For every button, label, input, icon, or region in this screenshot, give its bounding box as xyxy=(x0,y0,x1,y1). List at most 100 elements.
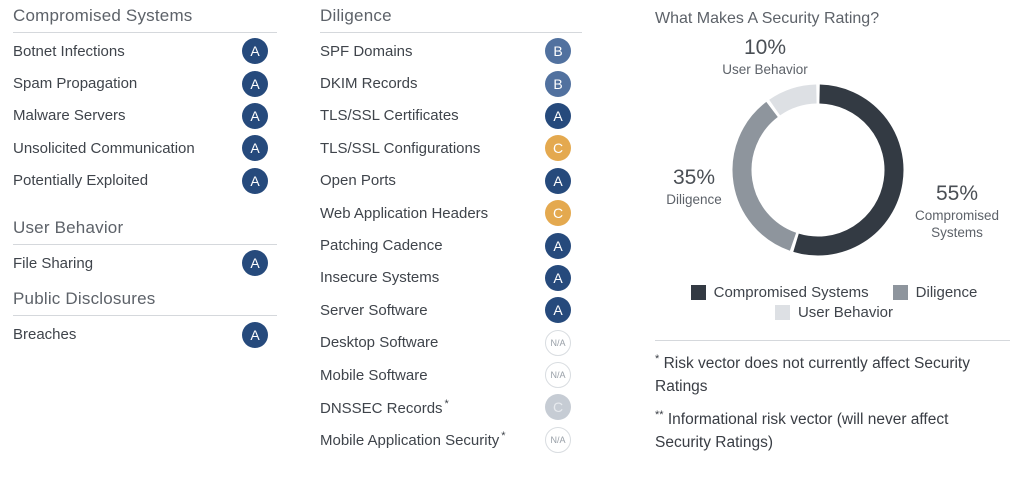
grade-badge: C xyxy=(545,394,571,421)
donut-slice-user-behavior xyxy=(769,84,817,116)
risk-vector-section: Public Disclosures Breaches A xyxy=(13,289,277,350)
risk-vector-label-text: Web Application Headers xyxy=(320,204,489,222)
risk-vector-row: Botnet Infections A xyxy=(13,35,277,67)
callout-user-behavior: 10% User Behavior xyxy=(710,36,820,79)
legend-item: Compromised Systems xyxy=(690,284,869,301)
footnote-text: Informational risk vector (will never af… xyxy=(655,411,949,451)
risk-vector-label-text: Server Software xyxy=(320,301,428,319)
legend-item: User Behavior xyxy=(774,304,894,321)
grade-badge: A xyxy=(545,232,571,259)
risk-vector-label-text: Desktop Software xyxy=(320,334,439,352)
diligence-label: Diligence xyxy=(666,192,722,207)
risk-vector-section: Compromised Systems Botnet Infections A Spa… xyxy=(13,6,277,197)
footnote-marker: * xyxy=(655,353,660,365)
risk-vector-label: SPF Domains xyxy=(320,43,413,60)
risk-vector-label: Server Software xyxy=(320,302,428,319)
risk-vector-label: Spam Propagation xyxy=(13,75,137,92)
compromised-systems-label: Compromised Systems xyxy=(914,208,1000,240)
user-behavior-percent: 10% xyxy=(743,36,787,59)
risk-vector-label: Potentially Exploited xyxy=(13,172,148,189)
grade-badge: C xyxy=(545,200,571,227)
risk-vector-label: Breaches xyxy=(13,326,76,343)
risk-vector-label: Open Ports xyxy=(320,172,396,189)
grade-badge: A xyxy=(545,102,571,129)
risk-vector-row: Web Application Headers C xyxy=(320,197,582,229)
risk-vector-label: Botnet Infections xyxy=(13,43,125,60)
grade-badge: A xyxy=(242,135,268,162)
legend-label: Diligence xyxy=(915,284,978,301)
risk-vector-label-text: SPF Domains xyxy=(320,42,413,60)
chart-legend: Compromised Systems Diligence User Behavio… xyxy=(655,284,1013,321)
risk-vector-label-text: File Sharing xyxy=(13,254,94,272)
risk-vector-row: TLS/SSL Configurations C xyxy=(320,132,582,164)
risk-vector-row: DKIM Records B xyxy=(320,67,582,99)
risk-vector-label: TLS/SSL Certificates xyxy=(320,107,459,124)
risk-vector-label: Insecure Systems xyxy=(320,269,439,286)
risk-vector-label: Web Application Headers xyxy=(320,205,488,222)
grade-badge: A xyxy=(242,38,268,65)
grade-badge: A xyxy=(242,250,268,277)
risk-vector-label: Desktop Software xyxy=(320,334,438,351)
grade-badge: A xyxy=(242,70,268,97)
risk-vector-label-text: Unsolicited Communication xyxy=(13,139,195,157)
asterisk-marker: * xyxy=(444,397,449,410)
risk-vector-label: File Sharing xyxy=(13,255,93,272)
grade-badge: N/A xyxy=(545,426,571,453)
chart-title: What Makes A Security Rating? xyxy=(655,10,880,27)
grade-badge: A xyxy=(545,264,571,291)
section-title: Compromised Systems xyxy=(13,6,277,33)
security-rating-donut-chart xyxy=(732,84,904,256)
risk-vector-label-text: Potentially Exploited xyxy=(13,172,149,190)
risk-vector-row: Patching Cadence A xyxy=(320,229,582,261)
donut-slice-diligence xyxy=(732,101,797,251)
donut-slice-compromised-systems xyxy=(793,84,904,256)
risk-vector-row: Breaches A xyxy=(13,318,277,350)
grade-badge: N/A xyxy=(545,329,571,356)
risk-vector-row: File Sharing A xyxy=(13,247,277,279)
grade-badge: B xyxy=(545,38,571,65)
risk-vector-label-text: Spam Propagation xyxy=(13,75,138,93)
section-title: Public Disclosures xyxy=(13,289,277,317)
risk-vector-label: Mobile Application Security * xyxy=(320,430,506,449)
risk-vector-label-text: Open Ports xyxy=(320,172,396,190)
risk-vector-label: TLS/SSL Configurations xyxy=(320,140,480,157)
risk-vector-label-text: TLS/SSL Certificates xyxy=(320,107,459,125)
risk-vector-row: Open Ports A xyxy=(320,165,582,197)
risk-vector-section: User Behavior File Sharing A xyxy=(13,218,277,279)
risk-vector-label-text: TLS/SSL Configurations xyxy=(320,139,481,157)
callout-compromised-systems: 55% Compromised Systems xyxy=(901,182,1013,242)
grade-badge: A xyxy=(545,167,571,194)
legend-label: User Behavior xyxy=(797,304,894,321)
risk-vectors-column-diligence: Diligence SPF Domains B DKIM Records B TLS/SS… xyxy=(320,6,582,456)
risk-vector-row: Desktop Software N/A xyxy=(320,327,582,359)
risk-vector-label-text: DNSSEC Records xyxy=(320,399,443,417)
risk-vector-label-text: Mobile Application Security xyxy=(320,432,500,450)
risk-vector-label-text: DKIM Records xyxy=(320,75,418,93)
risk-vector-section: Diligence SPF Domains B DKIM Records B TLS/SS… xyxy=(320,6,582,456)
risk-vector-row: Insecure Systems A xyxy=(320,262,582,294)
compromised-systems-percent: 55% xyxy=(935,182,979,205)
footnote-risk-vector: * Risk vector does not currently affect … xyxy=(655,352,989,398)
risk-vector-row: Unsolicited Communication A xyxy=(13,132,277,164)
grade-badge: A xyxy=(242,102,268,129)
footnote-marker: ** xyxy=(655,409,664,421)
risk-vector-row: Mobile Application Security * N/A xyxy=(320,424,582,456)
grade-badge: A xyxy=(242,167,268,194)
risk-vectors-column-left: Compromised Systems Botnet Infections A Spa… xyxy=(13,6,277,351)
risk-vector-row: TLS/SSL Certificates A xyxy=(320,100,582,132)
security-rating-chart-panel: What Makes A Security Rating? 10% User B… xyxy=(655,10,1013,485)
legend-item: Diligence xyxy=(892,284,978,301)
risk-vector-label: Malware Servers xyxy=(13,107,126,124)
risk-vector-label-text: Breaches xyxy=(13,326,77,344)
risk-vector-row: Potentially Exploited A xyxy=(13,165,277,197)
grade-badge: N/A xyxy=(545,362,571,389)
risk-vector-label: Patching Cadence xyxy=(320,237,443,254)
grade-badge: A xyxy=(242,321,268,348)
risk-vector-label-text: Insecure Systems xyxy=(320,269,440,287)
legend-swatch xyxy=(892,285,908,300)
risk-vector-row: Mobile Software N/A xyxy=(320,359,582,391)
section-title: Diligence xyxy=(320,6,582,33)
footnote-text: Risk vector does not currently affect Se… xyxy=(655,355,970,395)
risk-vector-label-text: Mobile Software xyxy=(320,366,428,384)
